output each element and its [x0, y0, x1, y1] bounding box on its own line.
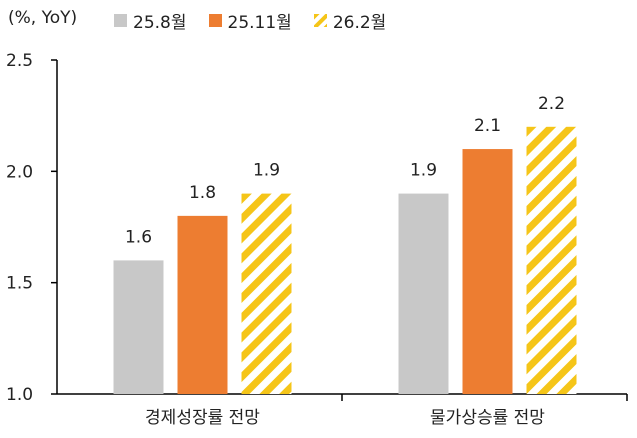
data-label: 1.6	[125, 227, 152, 247]
y-tick-label: 1.5	[6, 274, 33, 294]
y-tick-label: 1.0	[6, 385, 33, 405]
data-label: 2.1	[474, 116, 501, 136]
x-category-label: 물가상승률 전망	[430, 408, 545, 428]
bar-2-category-2	[462, 149, 513, 394]
data-label: 1.8	[189, 183, 216, 203]
unit-label: (%, YoY)	[8, 8, 78, 28]
legend-item-series-1: 25.8월	[114, 8, 187, 33]
y-tick-label: 2.0	[6, 162, 33, 182]
data-label: 1.9	[410, 161, 437, 181]
legend-item-series-3: 26.2월	[313, 8, 387, 33]
bar-3-category-2	[526, 126, 577, 395]
data-label: 1.9	[253, 161, 280, 181]
data-label: 2.2	[538, 94, 565, 114]
bar-1-category-2	[398, 193, 449, 394]
legend: 25.8월 25.11월 26.2월	[114, 8, 408, 33]
x-category-label: 경제성장률 전망	[145, 408, 260, 428]
legend-swatch-series-1	[114, 14, 127, 27]
bar-2-category-1	[177, 215, 228, 394]
legend-item-series-2: 25.11월	[208, 8, 292, 33]
legend-label-series-1: 25.8월	[133, 13, 187, 33]
legend-label-series-2: 25.11월	[227, 13, 292, 33]
legend-swatch-series-2	[208, 14, 222, 27]
legend-label-series-3: 26.2월	[332, 13, 387, 33]
legend-swatch-series-3	[313, 14, 327, 27]
y-tick-label: 2.5	[6, 51, 33, 71]
bar-3-category-1	[241, 193, 292, 394]
bar-1-category-1	[113, 260, 164, 394]
